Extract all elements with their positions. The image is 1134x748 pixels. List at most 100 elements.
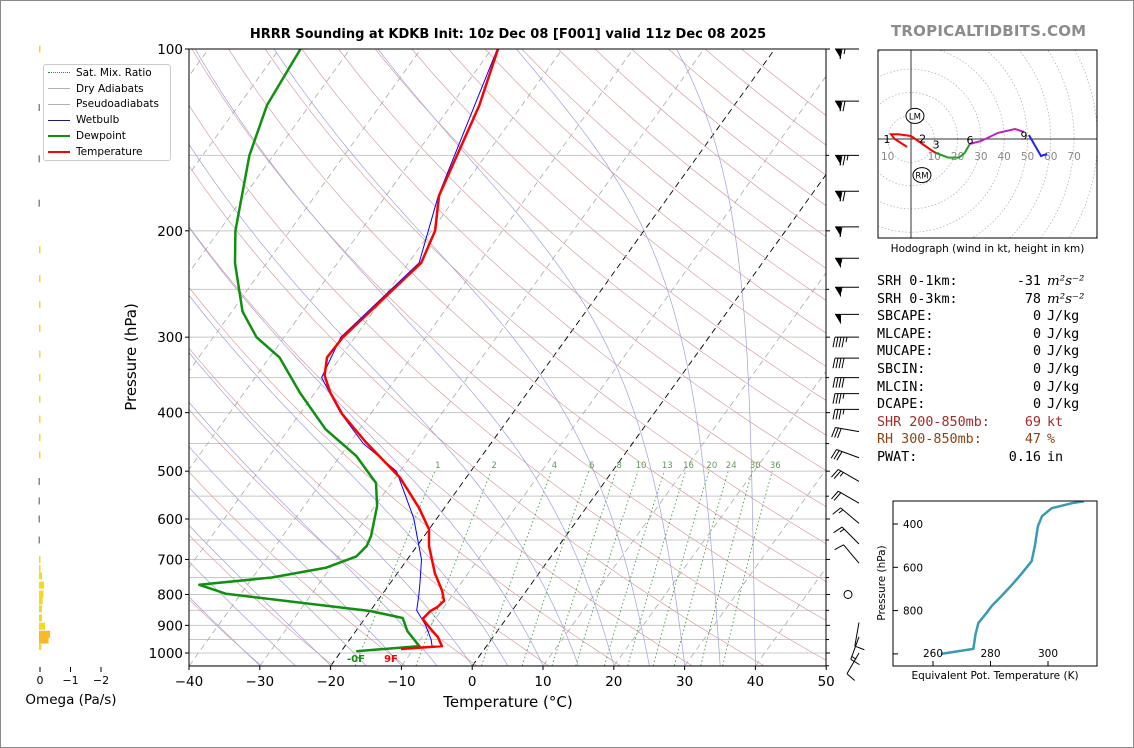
y-tick-label: 800 [157,587,183,603]
mixing-ratio-label: 24 [726,461,737,471]
barb-full [831,490,839,500]
legend-entry: Temperature [44,144,170,160]
barb-full [842,101,846,112]
storm-motion-marker [912,167,932,184]
barb-full [841,337,845,348]
mixing-ratio-line [673,471,729,666]
mixing-ratio-label: 16 [683,461,694,471]
barb-full [841,358,845,369]
mixing-ratio-label: 30 [750,461,761,471]
wind-barb [832,377,859,388]
barb-shaft [854,622,860,647]
moist-adiabat [189,143,579,666]
omega-bar [39,374,41,382]
stat-row: MLCAPE: 0 J/kg [877,326,1107,344]
barb-full [846,673,855,681]
stat-unit: kt [1047,414,1064,430]
hodograph-ring-label: 70 [1067,151,1080,163]
omega-bar [39,572,42,580]
y-tick-label: 900 [157,618,183,634]
stat-unit: J/kg [1047,379,1080,395]
barb-flag [835,101,841,112]
dry-adiabat [189,286,621,666]
barb-flag [835,49,841,59]
wind-barb [835,226,859,237]
stat-label: DCAPE: [877,397,926,413]
wind-barb [832,507,860,524]
wind-barb [835,313,859,325]
y-tick-label: 1000 [149,646,183,662]
stat-value: 47 [1024,432,1041,448]
omega-tick-label: −1 [62,674,78,687]
barb-shaft [850,636,860,660]
stat-value: 0 [1032,361,1041,377]
hodograph-ring-label: 60 [1044,151,1057,163]
mixing-ratio-line [551,471,617,666]
barb-full [831,469,839,478]
omega-bar [39,605,42,613]
moist-adiabat [189,226,544,666]
barb-full [833,450,840,460]
barb-flag [835,287,841,298]
omega-bar [39,630,51,638]
stat-unit: % [1047,432,1056,448]
barb-half [843,48,846,55]
dry-adiabat [484,49,826,334]
stat-row: SRH 0-1km: -31 m²s⁻² [877,273,1107,291]
x-axis-label: Temperature (°C) [442,693,572,711]
barb-full [835,337,839,348]
dry-adiabat [338,49,826,471]
mixing-ratio-label: 2 [491,461,496,471]
stat-label: RH 300-850mb: [877,432,982,448]
legend-line-swatch [48,88,70,90]
dry-adiabat [189,409,478,666]
dry-adiabat [189,226,693,666]
barb-half [846,155,849,161]
stat-value: 0 [1032,379,1041,395]
isotherm [189,49,563,569]
storm-motion-label: LM [909,112,921,122]
x-tick-label: 50 [818,674,835,690]
omega-bar [39,597,43,605]
barb-full [833,526,843,534]
barb-full [839,48,843,60]
chart-title: HRRR Sounding at KDKB Init: 10z Dec 08 [… [249,27,767,42]
stats-panel: SRH 0-1km: -31 m²s⁻² SRH 0-3km: 78 m²s⁻² SBCAP… [877,273,1107,467]
legend-label: Temperature [76,145,143,158]
legend-line-swatch [48,119,70,121]
dry-adiabat [264,49,826,545]
omega-bar [39,324,41,332]
omega-bar [38,155,40,163]
stat-value: -31 [1016,274,1041,289]
wind-barb [835,154,859,166]
barb-shaft [840,507,860,524]
wind-barb [854,622,865,651]
stat-label: MUCAPE: [877,344,934,360]
barb-full [838,393,842,404]
dry-adiabat [191,49,826,621]
barb-flag [835,314,841,325]
x-tick-label: 10 [534,674,551,690]
stat-unit: m²s⁻² [1047,291,1085,307]
barb-full [830,449,837,459]
stat-label: PWAT: [877,449,918,465]
moist-adiabat [189,401,438,666]
barb-full [835,409,839,420]
wetbulb-line [321,49,498,648]
x-tick-label: 30 [676,674,693,690]
theta-e-x-label: Equivalent Pot. Temperature (K) [911,670,1078,682]
barb-full [835,393,839,404]
legend-entry: Pseudoadiabats [44,97,170,113]
barb-shaft [836,449,860,459]
barb-full [854,645,865,651]
barb-full [832,409,836,420]
stat-unit: J/kg [1047,326,1080,342]
dry-adiabat [189,598,262,666]
barb-shaft [837,490,860,504]
stat-value: 0 [1032,326,1041,342]
stat-label: SRH 0-1km: [877,274,958,289]
wind-barb [835,190,859,202]
theta-e-y-tick-label: 800 [903,606,923,618]
barb-flag [835,226,841,237]
